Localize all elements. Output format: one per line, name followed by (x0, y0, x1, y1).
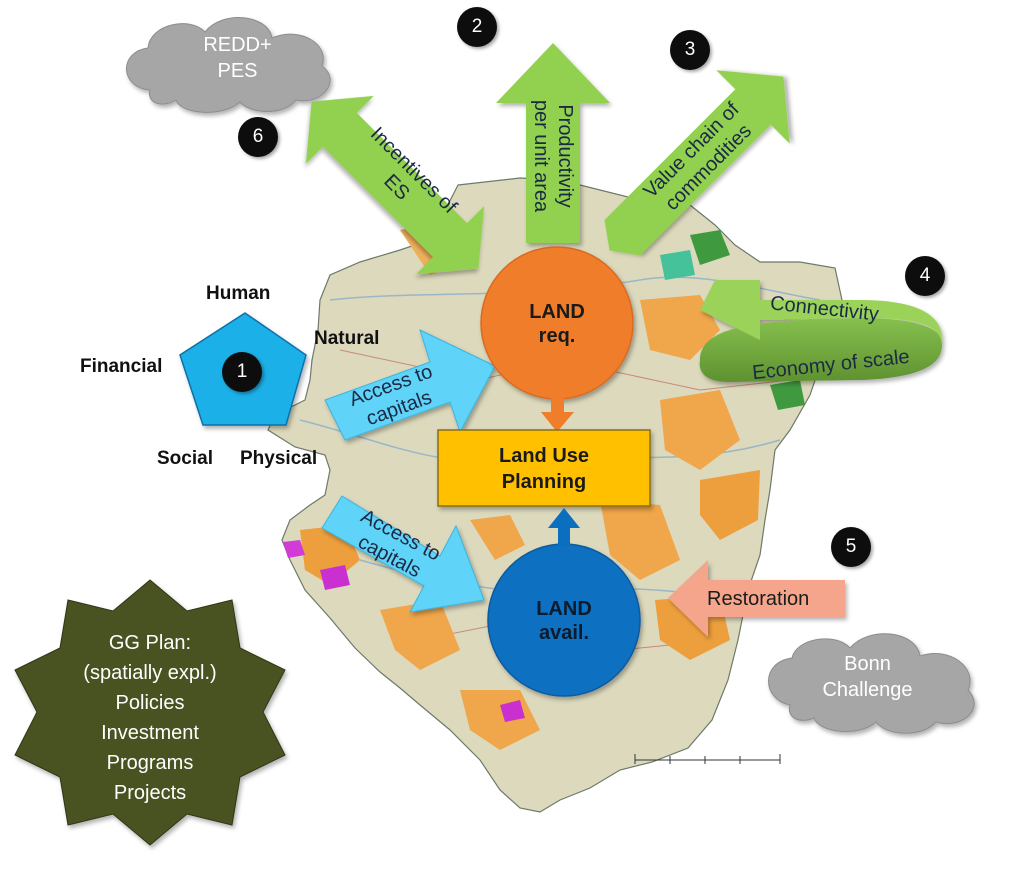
arrow-req-to-planning (541, 398, 574, 432)
gg-plan-star (14, 579, 286, 846)
arrow-productivity-label: Productivity per unit area (529, 81, 577, 231)
map-patch-magenta (500, 700, 525, 722)
cloud-bonn-line1: Bonn (844, 653, 891, 675)
map-patch (640, 295, 720, 360)
land-avail-line1: LAND (536, 598, 592, 620)
land-avail-line2: avail. (538, 622, 590, 644)
map-patch (470, 515, 525, 560)
cloud-bonn-label: Bonn Challenge (800, 651, 935, 703)
cloud-redd-line1: REDD+ (203, 34, 272, 56)
arrow-incentives (305, 95, 485, 275)
cloud-redd-pes-label: REDD+ PES (170, 32, 305, 84)
badge-3: 3 (670, 30, 710, 70)
arrow-value-chain (604, 70, 790, 256)
arrow-restoration-label: Restoration (707, 588, 810, 610)
scale-bar (634, 754, 781, 764)
planning-line2: Planning (501, 471, 587, 493)
arrow-connectivity (699, 280, 943, 382)
badge-5: 5 (831, 527, 871, 567)
capital-natural: Natural (314, 328, 380, 349)
map-patch (380, 600, 460, 670)
planning-line1: Land Use (498, 445, 590, 467)
gg-plan-line2: (spatially expl.) (83, 662, 217, 684)
map-patch (700, 470, 760, 540)
planning-label: Land Use Planning (438, 443, 650, 495)
land-req-line1: LAND (529, 301, 585, 323)
arrow-avail-to-planning (548, 508, 580, 546)
cloud-bonn (768, 633, 975, 734)
gg-plan-label: GG Plan: (spatially expl.) Policies Inve… (60, 628, 240, 808)
badge-2: 2 (457, 7, 497, 47)
cloud-pes-line2: PES (217, 60, 258, 82)
map-patch-magenta (320, 565, 350, 590)
cloud-redd-pes (126, 17, 331, 113)
badge-1: 1 (222, 352, 262, 392)
map-patch (660, 390, 740, 470)
map-patch (600, 500, 680, 580)
map-patch-magenta (283, 540, 305, 558)
land-req-label: LAND req. (507, 300, 607, 348)
badge-4: 4 (905, 256, 945, 296)
gg-plan-line3: Policies (115, 692, 185, 714)
capital-social: Social (157, 448, 213, 469)
map-patch-green (690, 230, 730, 265)
land-req-line2: req. (538, 325, 576, 347)
capital-financial: Financial (80, 356, 163, 377)
gg-plan-line1: GG Plan: (108, 632, 192, 654)
badge-6: 6 (238, 117, 278, 157)
arrow-productivity-line2: per unit area (530, 99, 552, 213)
arrow-productivity (496, 43, 610, 243)
arrow-access-bottom (321, 495, 485, 613)
cloud-bonn-line2: Challenge (822, 679, 913, 701)
arrow-access-top (324, 329, 496, 441)
arrow-restoration (668, 560, 845, 637)
planning-box (437, 429, 651, 507)
gg-plan-line4: Investment (101, 722, 199, 744)
capital-human: Human (206, 283, 271, 304)
gg-plan-line6: Projects (113, 782, 187, 804)
arrow-productivity-line1: Productivity (554, 104, 576, 208)
capital-physical: Physical (240, 448, 318, 469)
gg-plan-line5: Programs (106, 752, 194, 774)
map-patch-green (660, 250, 695, 280)
map-patch-green (770, 380, 805, 410)
land-avail-label: LAND avail. (514, 597, 614, 645)
